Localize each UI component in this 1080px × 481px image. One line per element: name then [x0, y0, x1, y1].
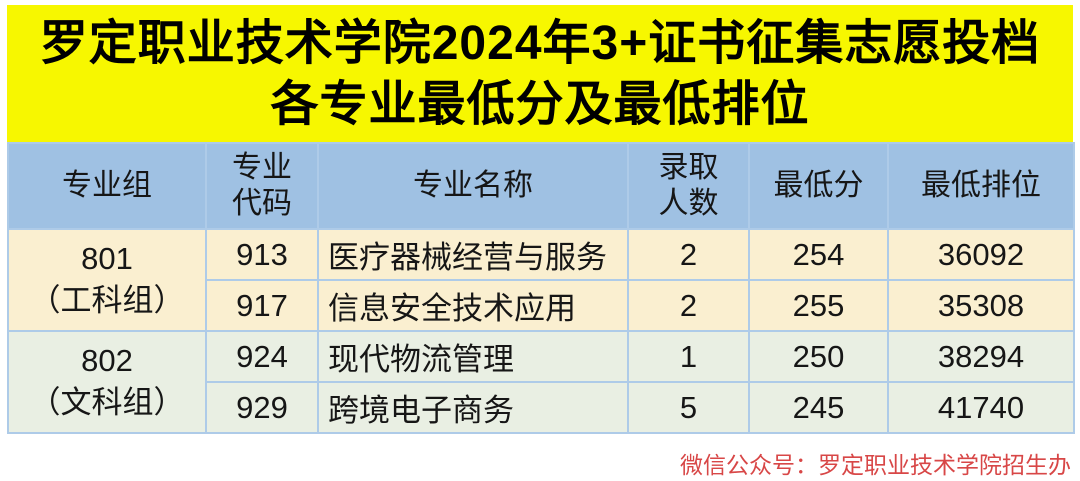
- col-header-major-group: 专业组: [7, 142, 207, 230]
- cell-min-rank: 41740: [887, 381, 1075, 434]
- cell-min-rank: 36092: [887, 228, 1075, 281]
- cell-major-code: 929: [205, 381, 319, 434]
- cell-min-score: 255: [748, 279, 889, 332]
- table-row: 801 （工科组） 913 医疗器械经营与服务 2 254 36092: [7, 228, 1075, 332]
- table-row: 917 信息安全技术应用 2 255 35308: [8, 279, 1075, 332]
- group-number: 801: [81, 241, 133, 276]
- cell-min-score: 250: [748, 330, 889, 383]
- cell-major-name: 现代物流管理: [317, 330, 629, 383]
- col-header-min-score: 最低分: [748, 142, 889, 230]
- cell-major-name: 医疗器械经营与服务: [317, 228, 629, 281]
- group-number: 802: [81, 343, 133, 378]
- col-header-major-name: 专业名称: [317, 142, 629, 230]
- wechat-footer: 微信公众号：罗定职业技术学院招生办: [680, 451, 1071, 479]
- cell-min-rank: 35308: [887, 279, 1075, 332]
- col-header-major-code: 专业 代码: [205, 142, 319, 230]
- page-title-line2: 各专业最低分及最低排位: [270, 77, 810, 131]
- group-label: （文科组）: [29, 385, 185, 420]
- cell-major-name: 信息安全技术应用: [317, 279, 629, 332]
- table-row: 802 （文科组） 924 现代物流管理 1 250 38294: [7, 330, 1075, 434]
- col-header-admit-count: 录取 人数: [627, 142, 750, 230]
- cell-min-rank: 38294: [887, 330, 1075, 383]
- group-cell-801: 801 （工科组）: [7, 228, 207, 332]
- cell-major-name: 跨境电子商务: [317, 381, 629, 434]
- group-cell-802: 802 （文科组）: [7, 330, 207, 434]
- cell-min-score: 254: [748, 228, 889, 281]
- cell-min-score: 245: [748, 381, 889, 434]
- cell-admit-count: 1: [627, 330, 750, 383]
- group-label: （工科组）: [29, 283, 185, 318]
- cell-major-code: 917: [205, 279, 319, 332]
- cell-admit-count: 5: [627, 381, 750, 434]
- title-banner: 罗定职业技术学院2024年3+证书征集志愿投档 各专业最低分及最低排位: [7, 5, 1073, 142]
- page-title-line1: 罗定职业技术学院2024年3+证书征集志愿投档: [39, 16, 1041, 70]
- table-row: 929 跨境电子商务 5 245 41740: [8, 381, 1075, 434]
- col-header-min-rank: 最低排位: [887, 142, 1075, 230]
- cell-admit-count: 2: [627, 279, 750, 332]
- scores-table: 专业组 专业 代码 专业名称 录取 人数 最低分 最低排位 801 （工科组） …: [7, 142, 1075, 434]
- header-row: 专业组 专业 代码 专业名称 录取 人数 最低分 最低排位: [7, 142, 1075, 230]
- cell-admit-count: 2: [627, 228, 750, 281]
- wechat-account-note: 微信公众号：罗定职业技术学院招生办: [680, 452, 1071, 478]
- cell-major-code: 913: [205, 228, 319, 281]
- cell-major-code: 924: [205, 330, 319, 383]
